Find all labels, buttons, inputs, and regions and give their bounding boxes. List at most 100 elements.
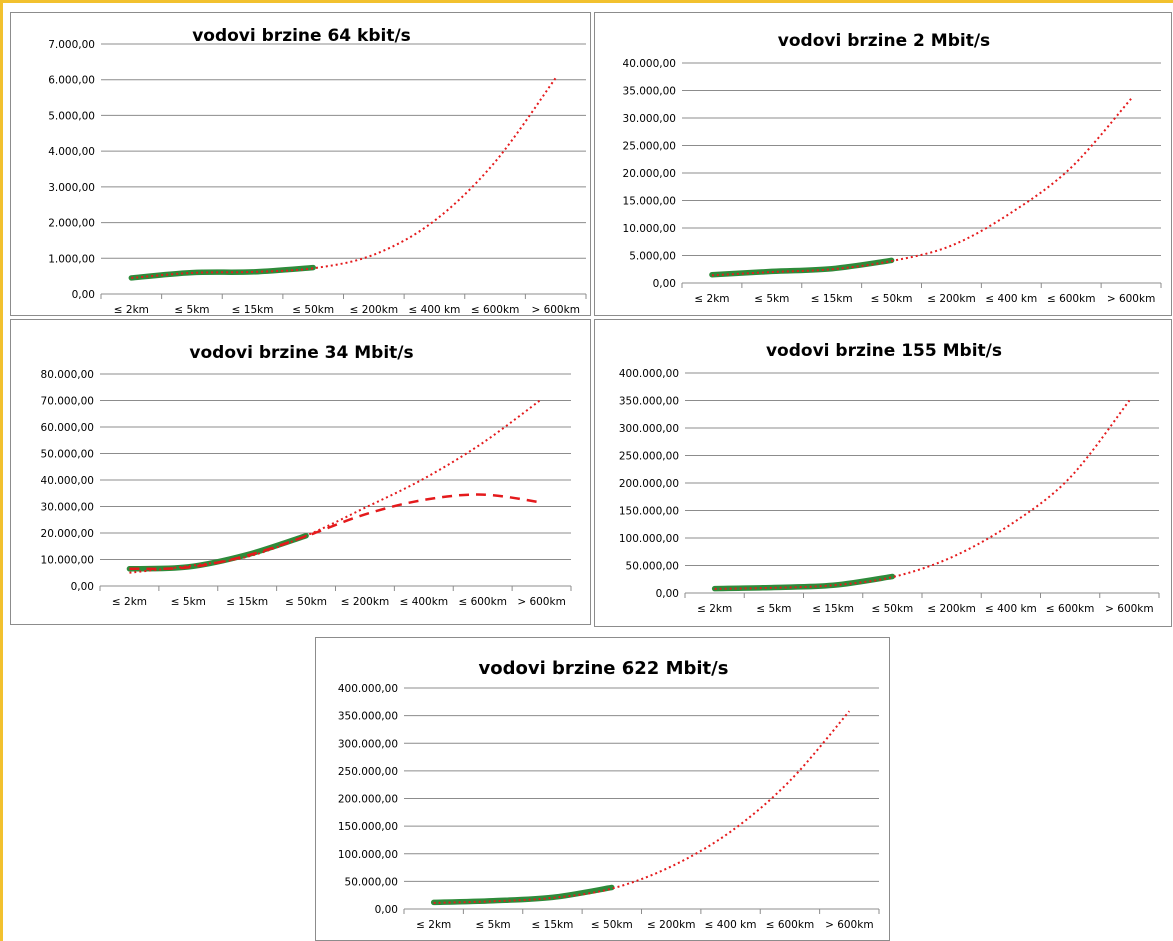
y-tick-label: 50.000,00: [626, 561, 679, 573]
x-tick-label: > 600km: [1105, 603, 1154, 615]
series-line-dotted: [131, 77, 557, 279]
x-tick-label: > 600km: [1107, 293, 1156, 305]
y-tick-label: 25.000,00: [623, 141, 676, 153]
x-tick-label: ≤ 50km: [871, 293, 913, 305]
y-tick-label: 6.000,00: [48, 75, 95, 87]
x-tick-label: ≤ 400 km: [985, 603, 1037, 615]
x-tick-label: ≤ 2km: [416, 919, 451, 931]
x-tick-label: ≤ 200km: [927, 293, 976, 305]
x-tick-label: ≤ 200km: [647, 919, 696, 931]
chart-panel-34mbit: vodovi brzine 34 Mbit/s 0,00 10.000,00 20.0…: [10, 319, 591, 625]
y-tick-label: 40.000,00: [41, 475, 94, 487]
y-tick-label: 3.000,00: [48, 182, 95, 194]
y-tick-label: 300.000,00: [338, 738, 398, 750]
chart-title: vodovi brzine 622 Mbit/s: [479, 658, 729, 679]
x-tick-label: ≤ 600km: [766, 919, 815, 931]
chart-34mbit: vodovi brzine 34 Mbit/s 0,00 10.000,00 20.0…: [41, 343, 572, 608]
x-tick-label: ≤ 15km: [226, 596, 268, 608]
x-tick-label: ≤ 400km: [400, 596, 449, 608]
x-tick-label: ≤ 400 km: [409, 304, 461, 315]
x-tick-label: ≤ 5km: [754, 293, 789, 305]
y-tick-label: 50.000,00: [345, 876, 398, 888]
y-tick-label: 400.000,00: [619, 368, 679, 380]
y-tick-label: 80.000,00: [41, 369, 94, 381]
y-tick-label: 40.000,00: [623, 58, 676, 70]
y-tick-label: 7.000,00: [48, 39, 95, 51]
series-line-dotted: [433, 710, 851, 904]
y-tick-label: 0,00: [656, 588, 679, 600]
y-tick-label: 2.000,00: [48, 218, 95, 230]
y-tick-label: 20.000,00: [623, 168, 676, 180]
y-tick-label: 1.000,00: [48, 253, 95, 265]
x-tick-label: > 600km: [825, 919, 874, 931]
y-tick-label: 50.000,00: [41, 449, 94, 461]
y-tick-label: 200.000,00: [338, 794, 398, 806]
y-tick-label: 70.000,00: [41, 396, 94, 408]
y-tick-label: 200.000,00: [619, 478, 679, 490]
y-tick-label: 10.000,00: [623, 223, 676, 235]
series-line-solid: [709, 257, 895, 278]
x-tick-label: ≤ 2km: [694, 293, 729, 305]
y-tick-label: 350.000,00: [338, 711, 398, 723]
x-tick-label: ≤ 2km: [697, 603, 732, 615]
x-tick-label: ≤ 400 km: [985, 293, 1037, 305]
chart-title: vodovi brzine 2 Mbit/s: [778, 31, 990, 51]
x-tick-label: ≤ 600km: [1047, 293, 1096, 305]
x-tick-label: ≤ 2km: [114, 304, 149, 315]
x-tick-label: ≤ 50km: [292, 304, 334, 315]
frame-top-border: [0, 0, 1173, 3]
x-tick-label: ≤ 15km: [232, 304, 274, 315]
y-tick-label: 30.000,00: [41, 502, 94, 514]
chart-title: vodovi brzine 64 kbit/s: [192, 26, 411, 46]
y-tick-label: 0,00: [71, 581, 94, 593]
x-tick-label: ≤ 200km: [927, 603, 976, 615]
y-tick-label: 250.000,00: [338, 766, 398, 778]
x-tick-label: ≤ 5km: [756, 603, 791, 615]
x-tick-label: ≤ 50km: [591, 919, 633, 931]
y-tick-label: 4.000,00: [48, 146, 95, 158]
y-tick-label: 150.000,00: [338, 821, 398, 833]
y-tick-label: 150.000,00: [619, 506, 679, 518]
x-tick-label: ≤ 5km: [476, 919, 511, 931]
series-line-dashed: [129, 493, 542, 571]
chart-panel-64kbit: vodovi brzine 64 kbit/s 0,00 1.000,00 2.000…: [10, 12, 591, 316]
chart-2mbit: vodovi brzine 2 Mbit/s 0,00 5.000,00 10.000…: [623, 31, 1162, 305]
chart-title: vodovi brzine 34 Mbit/s: [189, 343, 413, 363]
y-tick-label: 250.000,00: [619, 451, 679, 463]
y-tick-label: 0,00: [375, 904, 398, 916]
x-tick-label: ≤ 15km: [811, 293, 853, 305]
x-tick-label: ≤ 15km: [532, 919, 574, 931]
chart-622mbit: vodovi brzine 622 Mbit/s 0,00 50.000,00 100…: [338, 658, 880, 931]
x-tick-label: ≤ 200km: [350, 304, 399, 315]
x-tick-label: ≤ 5km: [171, 596, 206, 608]
x-tick-label: ≤ 50km: [871, 603, 913, 615]
y-tick-label: 10.000,00: [41, 555, 94, 567]
y-tick-label: 100.000,00: [619, 533, 679, 545]
y-tick-label: 15.000,00: [623, 196, 676, 208]
x-tick-label: ≤ 400 km: [705, 919, 757, 931]
x-tick-label: ≤ 5km: [174, 304, 209, 315]
y-tick-label: 30.000,00: [623, 113, 676, 125]
series-line-dotted: [129, 398, 543, 574]
x-tick-label: ≤ 600km: [458, 596, 507, 608]
y-tick-label: 35.000,00: [623, 86, 676, 98]
y-tick-label: 20.000,00: [41, 528, 94, 540]
x-tick-label: ≤ 600km: [471, 304, 520, 315]
x-tick-label: ≤ 200km: [341, 596, 390, 608]
y-tick-label: 5.000,00: [629, 251, 676, 263]
frame-left-border: [0, 0, 3, 941]
y-tick-label: 100.000,00: [338, 849, 398, 861]
x-tick-label: > 600km: [517, 596, 566, 608]
chart-panel-2mbit: vodovi brzine 2 Mbit/s 0,00 5.000,00 10.000…: [594, 12, 1172, 316]
y-tick-label: 5.000,00: [48, 110, 95, 122]
x-tick-label: > 600km: [531, 304, 580, 315]
chart-64kbit: vodovi brzine 64 kbit/s 0,00 1.000,00 2.000…: [48, 26, 587, 315]
y-tick-label: 350.000,00: [619, 396, 679, 408]
series-line-dotted: [711, 98, 1132, 277]
x-tick-label: ≤ 50km: [285, 596, 327, 608]
x-tick-label: ≤ 15km: [812, 603, 854, 615]
chart-155mbit: vodovi brzine 155 Mbit/s 0,00 50.000,00 100…: [619, 341, 1160, 615]
y-tick-label: 60.000,00: [41, 422, 94, 434]
series-line-dotted: [714, 399, 1131, 590]
y-tick-label: 0,00: [653, 278, 676, 290]
